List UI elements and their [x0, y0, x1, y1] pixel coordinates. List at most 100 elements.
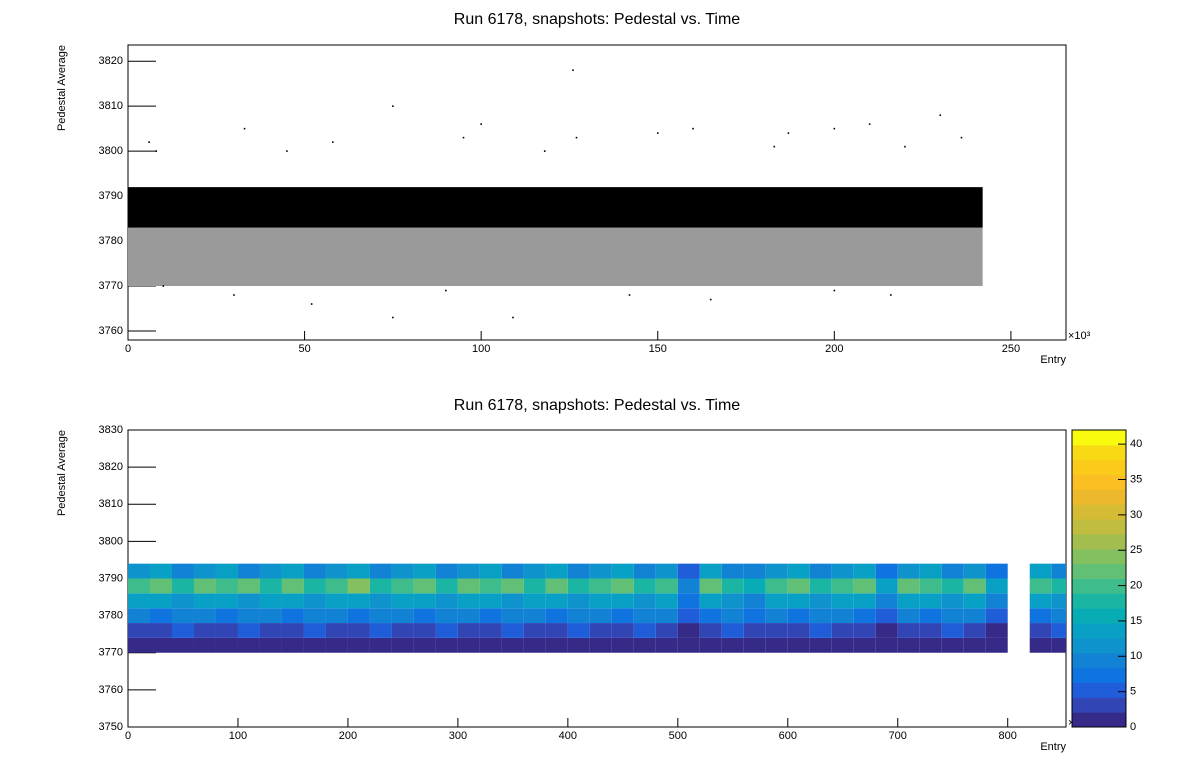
heat-cell: [611, 637, 634, 653]
heat-cell: [677, 608, 700, 624]
heat-cell: [501, 593, 524, 609]
point: [787, 132, 790, 134]
color-scale-step: [1072, 608, 1126, 624]
heat-cell: [633, 637, 656, 653]
heat-cell: [743, 637, 766, 653]
heat-cell: [457, 593, 480, 609]
point: [628, 294, 631, 296]
heat-cell: [941, 623, 964, 638]
heat-cell: [413, 578, 436, 594]
heat-cell: [633, 608, 656, 624]
point: [512, 316, 514, 319]
heat-cell: [765, 593, 788, 609]
heat-cell: [391, 593, 414, 609]
x-tick-label: 150: [649, 343, 667, 355]
point: [392, 316, 394, 319]
z-tick-label: 40: [1130, 438, 1142, 450]
heat-cell: [523, 593, 546, 609]
heat-cell: [853, 563, 876, 579]
heat-cell: [787, 578, 810, 594]
color-scale-step: [1072, 474, 1126, 490]
chart-title: Run 6178, snapshots: Pedestal vs. Time: [454, 11, 740, 28]
heat-cell: [479, 578, 502, 594]
heat-cell: [809, 608, 832, 624]
heat-cell: [149, 593, 172, 609]
heat-cell: [589, 608, 612, 624]
y-axis-label: Pedestal Average: [56, 430, 68, 516]
point: [243, 127, 246, 130]
heat-cell: [765, 563, 788, 579]
heat-cell: [128, 608, 150, 624]
heat-cell: [523, 578, 546, 594]
y-tick-label: 3790: [99, 572, 123, 584]
heat-cell: [303, 578, 326, 594]
heat-cell: [545, 608, 568, 624]
heat-cell: [413, 637, 436, 653]
heat-cell: [589, 578, 612, 594]
heat-cell: [369, 623, 392, 638]
heat-cell: [281, 608, 304, 624]
heat-cell: [325, 608, 348, 624]
heat-cell: [699, 637, 722, 653]
heat-cell: [149, 578, 172, 594]
heat-cell: [985, 593, 1008, 609]
x-tick-label: 50: [298, 343, 310, 355]
heat-cell: [963, 623, 986, 638]
heat-cell: [567, 637, 590, 653]
heat-cell: [435, 593, 458, 609]
point: [233, 294, 235, 296]
point: [939, 114, 942, 116]
heat-cell: [589, 593, 612, 609]
y-tick-label: 3750: [99, 721, 123, 733]
heat-cell: [193, 608, 216, 624]
z-tick-label: 30: [1130, 509, 1142, 521]
heat-cell: [369, 563, 392, 579]
heat-cell: [128, 593, 150, 609]
heat-cell: [347, 637, 370, 653]
heat-cell: [128, 623, 150, 638]
heat-cell: [171, 608, 194, 624]
color-scale-step: [1072, 444, 1126, 461]
heat-cell: [897, 637, 920, 653]
point: [572, 69, 574, 71]
heat-cell: [479, 608, 502, 624]
heat-cell: [303, 623, 326, 638]
color-scale-step: [1072, 637, 1126, 654]
heat-cell: [523, 608, 546, 624]
heat-cell: [589, 623, 612, 638]
heat-cell: [1029, 563, 1052, 579]
heat-cell: [721, 578, 744, 594]
heat-cell: [765, 637, 788, 653]
heat-cell: [809, 563, 832, 579]
heat-cell: [721, 593, 744, 609]
heat-cell: [963, 637, 986, 653]
heat-cell: [611, 623, 634, 638]
heat-cell: [743, 623, 766, 638]
heat-cell: [809, 637, 832, 653]
heat-cell: [457, 623, 480, 638]
point: [656, 132, 659, 134]
point: [692, 127, 694, 130]
heat-cell: [919, 578, 942, 594]
heat-cell: [985, 578, 1008, 594]
heat-cell: [237, 578, 260, 594]
heat-cell: [501, 563, 524, 579]
heat-cell: [325, 563, 348, 579]
heat-cell: [545, 623, 568, 638]
heat-cell: [567, 563, 590, 579]
heat-cell: [633, 563, 656, 579]
y-tick-label: 3820: [99, 55, 123, 67]
heat-cell: [941, 563, 964, 579]
heat-cell: [545, 563, 568, 579]
y-tick-label: 3780: [99, 610, 123, 622]
heat-cell: [1051, 593, 1066, 609]
heat-cell: [215, 637, 238, 653]
heat-cell: [369, 637, 392, 653]
heat-cell: [149, 637, 172, 653]
heat-cell: [237, 623, 260, 638]
heat-cell: [875, 637, 898, 653]
heat-cell: [611, 563, 634, 579]
heat-cell: [831, 563, 854, 579]
heat-cell: [193, 563, 216, 579]
heat-cell: [655, 593, 678, 609]
